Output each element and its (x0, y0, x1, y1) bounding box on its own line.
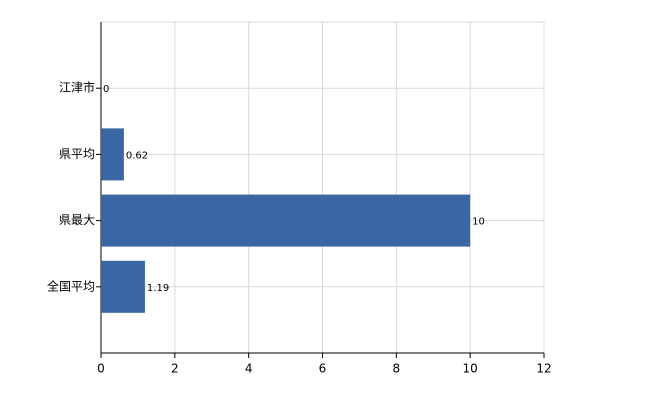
x-tick-label: 8 (393, 362, 401, 376)
bar (101, 128, 124, 181)
x-tick-label: 10 (463, 362, 478, 376)
bar (101, 260, 145, 313)
y-tick-label: 江津市 (59, 80, 95, 95)
x-tick-label: 0 (97, 362, 105, 376)
value-label: 0.62 (126, 150, 148, 161)
value-label: 1.19 (147, 283, 169, 294)
y-tick-label: 県最大 (59, 213, 95, 227)
x-tick-label: 2 (171, 362, 179, 376)
bar (101, 194, 471, 247)
value-label: 10 (472, 217, 485, 228)
y-tick-label: 県平均 (59, 147, 95, 161)
x-tick-label: 6 (319, 362, 327, 376)
x-tick-label: 4 (245, 362, 253, 376)
y-tick-label: 全国平均 (47, 278, 95, 293)
x-tick-label: 12 (536, 362, 551, 376)
value-label: 0 (103, 84, 109, 95)
